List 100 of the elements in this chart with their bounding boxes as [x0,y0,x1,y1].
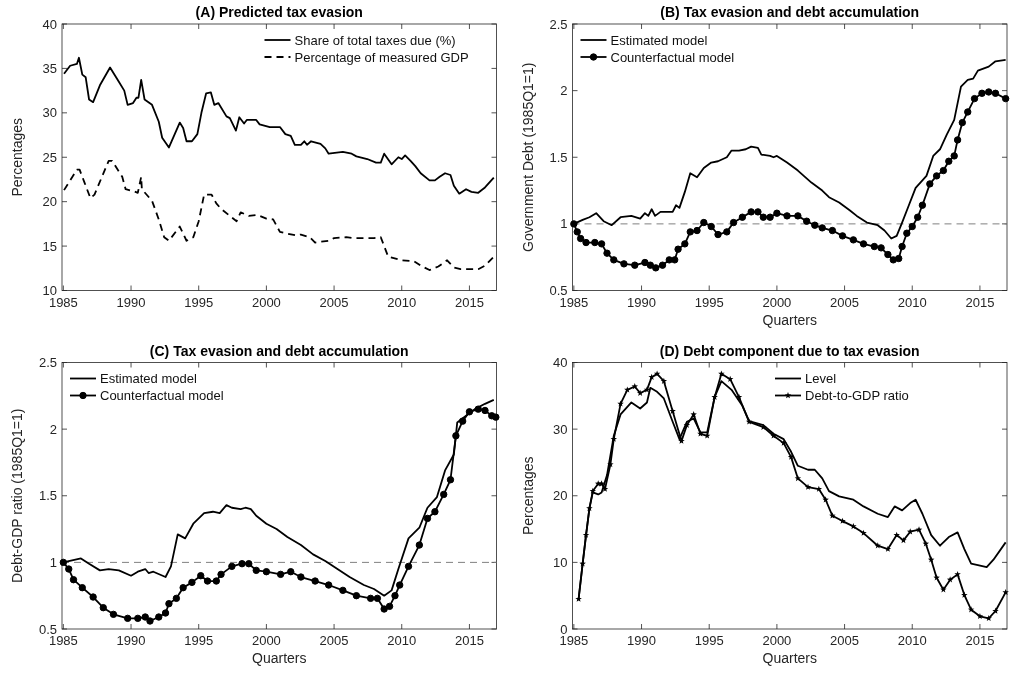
point [446,476,455,484]
point [404,562,413,571]
point [1002,588,1009,596]
y-tick-label: 25 [42,149,57,165]
x-axis-title: Quarters [762,311,817,328]
point [65,565,73,573]
point [745,418,753,425]
x-tick-label: 1995 [184,294,214,310]
point [245,560,253,568]
point [99,603,107,612]
y-tick-label: 20 [553,488,568,504]
x-tick-label: 2010 [387,294,417,310]
point [927,556,935,563]
point [287,568,295,576]
point [601,485,609,492]
y-tick-label: 2 [560,83,568,99]
chart-title: (A) Predicted tax evasion [195,4,363,20]
point [391,591,399,600]
point [884,545,892,552]
x-tick-label: 2010 [897,294,927,310]
point [900,536,907,544]
chart-title: (C) Tax evasion and debt accumulation [149,342,409,359]
y-tick-label: 1 [49,554,57,570]
point [69,576,78,584]
point [146,617,154,625]
legend-label: Counterfactual model [610,49,735,65]
legend-label: Counterfactual model [100,388,224,403]
x-tick-label: 2000 [762,294,792,310]
y-axis-title: Percentages [519,456,536,536]
point [262,568,271,576]
point [893,531,900,538]
point [324,581,333,589]
point [155,613,163,621]
point [172,594,181,603]
point [669,407,676,414]
x-tick-label: 2015 [965,294,995,310]
point [961,591,968,598]
point [217,570,225,579]
point [660,377,668,384]
point [339,586,347,595]
point [582,531,590,538]
point [188,578,196,587]
point [636,389,644,396]
point [586,505,593,512]
point [238,560,246,568]
point [648,373,655,380]
point [212,577,221,585]
point [711,393,718,400]
x-axis-title: Quarters [252,650,307,666]
x-tick-label: 2005 [319,633,349,648]
point [631,383,638,390]
point [228,562,236,571]
x-tick-label: 2015 [965,633,995,648]
legend-label: Level [805,371,837,386]
x-tick-label: 1990 [627,633,656,648]
point [492,413,500,421]
point [311,577,319,585]
x-tick-label: 2010 [897,633,927,648]
x-tick-label: 1990 [627,294,656,310]
point [481,406,489,415]
point [465,408,474,416]
point [770,432,777,439]
point [197,572,205,580]
legend-label: Debt-to-GDP ratio [805,388,909,403]
point [440,490,448,499]
point [589,487,597,494]
y-tick-label: 1.5 [549,149,568,165]
y-axis-title: Government Debt (1985Q1=1) [519,62,536,252]
x-tick-label: 1990 [116,294,146,310]
y-tick-label: 1 [560,216,568,232]
x-tick-label: 1995 [694,633,724,648]
point [141,613,149,621]
x-tick-label: 2005 [830,633,860,648]
point [78,583,86,592]
x-tick-label: 2005 [830,294,860,310]
point [985,614,992,622]
legend-label: Estimated model [100,371,197,386]
y-tick-label: 40 [553,355,568,370]
legend-label: Percentage of measured GDP [294,49,469,65]
point [976,612,984,620]
legend-label: Share of total taxes due (%) [294,32,456,48]
y-tick-label: 20 [42,194,57,210]
point [59,558,68,567]
chart-title: (B) Tax evasion and debt accumulation [660,4,920,20]
point [431,508,439,516]
point [385,602,394,611]
point [617,400,624,407]
x-tick-label: 1995 [694,294,724,310]
point [850,523,857,530]
point [780,439,787,446]
point [109,610,118,619]
line-series [63,159,495,271]
point [452,432,460,440]
point [726,375,734,382]
point [352,591,361,600]
point [179,583,187,592]
point [458,417,467,425]
point [252,566,260,575]
y-tick-label: 2.5 [38,355,57,370]
y-tick-label: 2.5 [549,16,568,32]
